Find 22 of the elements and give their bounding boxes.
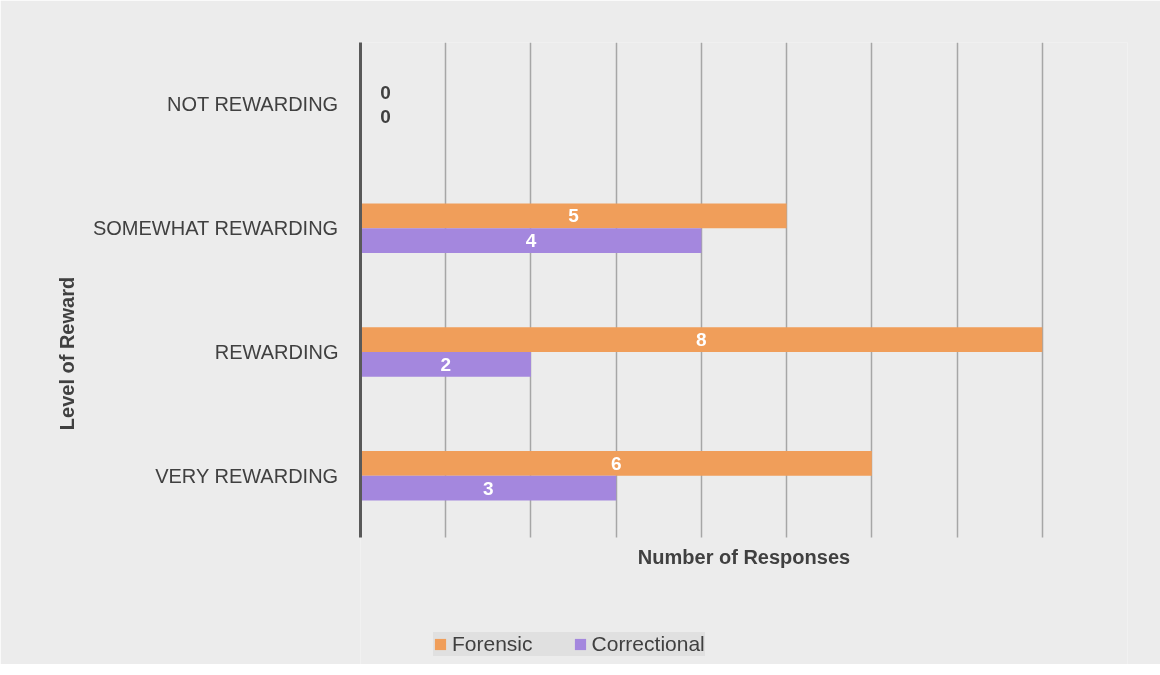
y-tick-label: VERY REWARDING	[155, 464, 339, 487]
data-label: 4	[525, 230, 537, 251]
y-axis-title: Level of Reward	[55, 276, 78, 431]
y-tick-label: NOT REWARDING	[167, 93, 339, 116]
data-label: 8	[696, 329, 707, 350]
bar	[360, 327, 1043, 352]
data-label: 0	[380, 81, 391, 103]
data-label: 0	[380, 106, 391, 128]
bar	[360, 450, 872, 476]
x-axis-title: Number of Responses	[637, 545, 851, 568]
data-label: 5	[568, 205, 580, 227]
bar	[360, 203, 787, 229]
bar	[360, 228, 702, 253]
data-label: 3	[483, 477, 494, 499]
y-tick-label: REWARDING	[214, 340, 339, 363]
data-label: 6	[610, 452, 622, 474]
bar	[360, 351, 531, 377]
legend-label: Forensic	[452, 632, 533, 656]
y-tick-label: SOMEWHAT REWARDING	[92, 217, 339, 240]
bar	[360, 475, 617, 501]
data-label: 2	[440, 353, 452, 375]
legend-label: Correctional	[591, 632, 705, 656]
